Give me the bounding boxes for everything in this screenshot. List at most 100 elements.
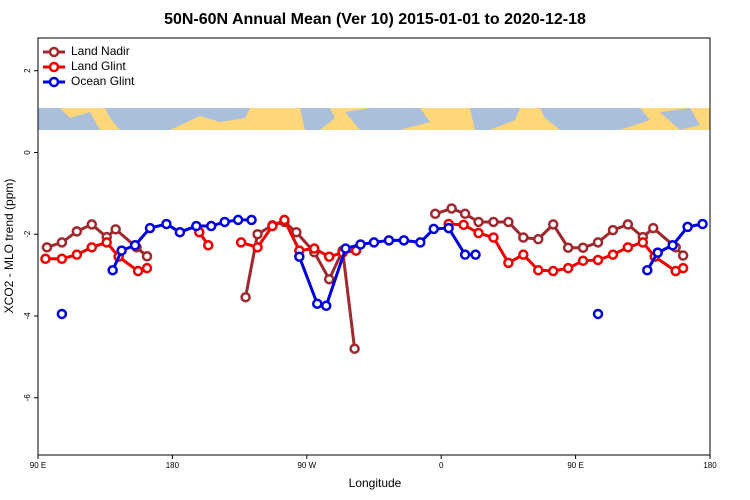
point bbox=[607, 224, 619, 236]
series-line bbox=[45, 217, 684, 273]
point bbox=[349, 343, 360, 354]
point bbox=[398, 235, 410, 246]
point bbox=[648, 222, 659, 234]
point bbox=[71, 249, 83, 260]
point bbox=[607, 249, 619, 260]
point bbox=[428, 223, 439, 235]
point bbox=[533, 264, 544, 276]
point bbox=[592, 254, 604, 266]
point bbox=[294, 251, 305, 262]
point bbox=[562, 262, 574, 274]
point bbox=[592, 308, 604, 320]
point bbox=[459, 249, 471, 260]
point bbox=[205, 220, 217, 232]
point bbox=[202, 240, 214, 251]
x-tick-label: 90 E bbox=[30, 461, 46, 470]
point bbox=[246, 214, 257, 226]
point bbox=[697, 218, 708, 230]
legend-label: Land Glint bbox=[71, 59, 126, 73]
point bbox=[577, 255, 589, 267]
y-tick-label: 0 bbox=[23, 150, 32, 155]
point bbox=[252, 228, 263, 240]
point bbox=[279, 214, 290, 226]
point bbox=[144, 222, 156, 234]
y-tick-label: -2 bbox=[23, 230, 32, 238]
point bbox=[368, 237, 380, 248]
point bbox=[667, 240, 678, 251]
point bbox=[320, 300, 332, 312]
point bbox=[458, 219, 469, 231]
series-line bbox=[46, 206, 685, 349]
point bbox=[291, 226, 302, 238]
plot-frame bbox=[37, 37, 711, 456]
x-tick-label: 90 W bbox=[297, 461, 316, 470]
point bbox=[267, 220, 278, 232]
point bbox=[622, 242, 634, 253]
point bbox=[132, 265, 144, 277]
legend-marker bbox=[48, 61, 60, 73]
point bbox=[577, 242, 589, 253]
point bbox=[40, 253, 51, 265]
x-axis-label: Longitude bbox=[349, 476, 402, 490]
point bbox=[355, 239, 366, 250]
point bbox=[56, 237, 68, 248]
point bbox=[446, 203, 457, 214]
legend-marker bbox=[48, 76, 60, 88]
x-tick-label: 90 E bbox=[567, 461, 583, 470]
map-strip bbox=[38, 108, 710, 130]
chart-title: 50N-60N Annual Mean (Ver 10) 2015-01-01 … bbox=[164, 11, 586, 28]
point bbox=[547, 219, 559, 230]
point bbox=[473, 216, 484, 228]
point bbox=[141, 262, 153, 274]
point bbox=[473, 227, 484, 239]
legend-label: Land Nadir bbox=[71, 44, 130, 58]
point bbox=[383, 235, 395, 246]
point bbox=[101, 237, 112, 248]
point bbox=[415, 237, 426, 248]
point bbox=[86, 219, 98, 230]
point bbox=[642, 264, 653, 276]
point bbox=[323, 273, 335, 285]
point bbox=[533, 233, 544, 245]
point bbox=[429, 208, 441, 220]
point bbox=[174, 226, 186, 238]
point bbox=[677, 250, 689, 261]
point bbox=[141, 251, 153, 262]
point bbox=[232, 214, 244, 226]
y-tick-label: -4 bbox=[23, 312, 32, 320]
x-tick-label: 180 bbox=[166, 461, 180, 470]
point bbox=[86, 242, 98, 253]
point bbox=[488, 232, 499, 243]
point bbox=[622, 219, 634, 230]
point bbox=[71, 226, 83, 237]
point bbox=[252, 242, 263, 253]
legend-label: Ocean Glint bbox=[71, 74, 135, 88]
x-tick-label: 0 bbox=[439, 461, 444, 470]
point bbox=[637, 237, 649, 248]
point bbox=[677, 262, 689, 274]
point bbox=[443, 222, 454, 234]
point bbox=[219, 216, 230, 228]
point bbox=[235, 237, 247, 248]
point bbox=[682, 221, 693, 233]
y-tick-label: 2 bbox=[23, 68, 32, 73]
point bbox=[312, 298, 323, 309]
point bbox=[323, 251, 335, 262]
point bbox=[110, 224, 121, 235]
y-axis-label: XCO2 - MLO trend (ppm) bbox=[2, 179, 16, 314]
y-tick-label: -6 bbox=[23, 394, 32, 402]
x-tick-label: 180 bbox=[703, 461, 717, 470]
point bbox=[107, 264, 118, 276]
point bbox=[503, 216, 514, 228]
point bbox=[191, 220, 202, 232]
point bbox=[562, 242, 574, 253]
point bbox=[518, 249, 529, 260]
point bbox=[459, 208, 471, 220]
point bbox=[488, 216, 499, 228]
point bbox=[592, 237, 604, 248]
point bbox=[116, 245, 127, 256]
point bbox=[161, 218, 172, 230]
point bbox=[518, 232, 529, 243]
point bbox=[56, 253, 68, 265]
point bbox=[652, 247, 663, 258]
